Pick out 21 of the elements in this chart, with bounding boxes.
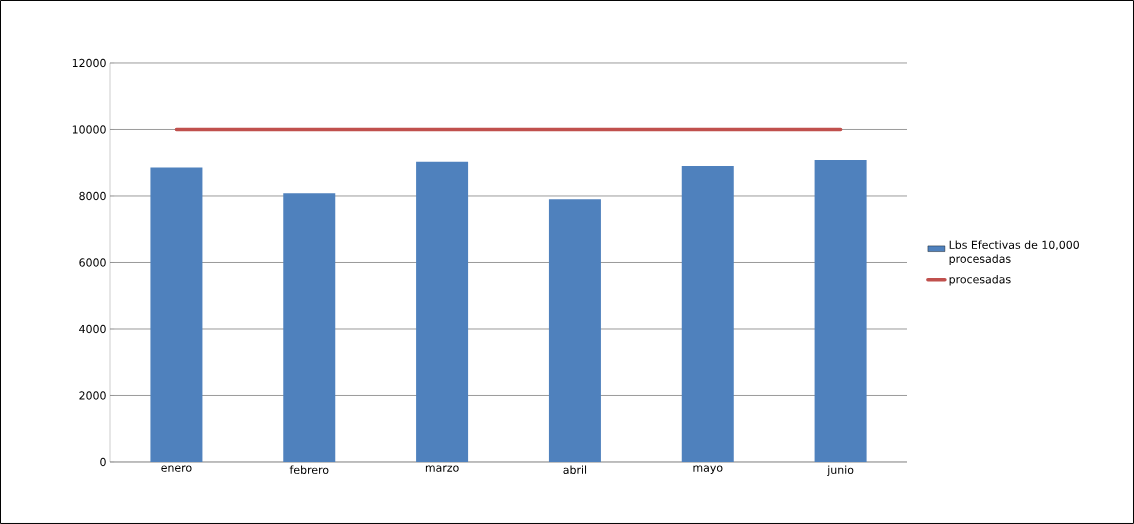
y-tick-label: 6000 bbox=[79, 258, 106, 267]
x-tick-label: marzo bbox=[425, 465, 459, 472]
y-tick-label: 4000 bbox=[79, 324, 106, 334]
bar bbox=[150, 167, 203, 462]
x-tick-label: enero bbox=[161, 465, 192, 472]
bar bbox=[416, 161, 469, 462]
bar bbox=[814, 160, 867, 462]
legend-label: procesadas bbox=[949, 274, 1011, 286]
y-tick-label: 8000 bbox=[79, 191, 106, 201]
bar bbox=[548, 199, 601, 462]
x-tick-label: junio bbox=[827, 465, 854, 477]
x-tick-label: abril bbox=[563, 465, 587, 474]
bar bbox=[681, 166, 734, 462]
y-tick-label: 0 bbox=[100, 457, 106, 467]
legend-label: Lbs Efectivas de 10,000 procesadas bbox=[949, 240, 1079, 266]
y-tick-label: 10000 bbox=[72, 125, 106, 134]
x-tick-label: febrero bbox=[289, 465, 329, 474]
x-tick-label: mayo bbox=[693, 465, 723, 474]
y-tick-label: 2000 bbox=[79, 391, 106, 400]
y-tick-label: 12000 bbox=[72, 58, 106, 68]
bar bbox=[283, 193, 336, 462]
